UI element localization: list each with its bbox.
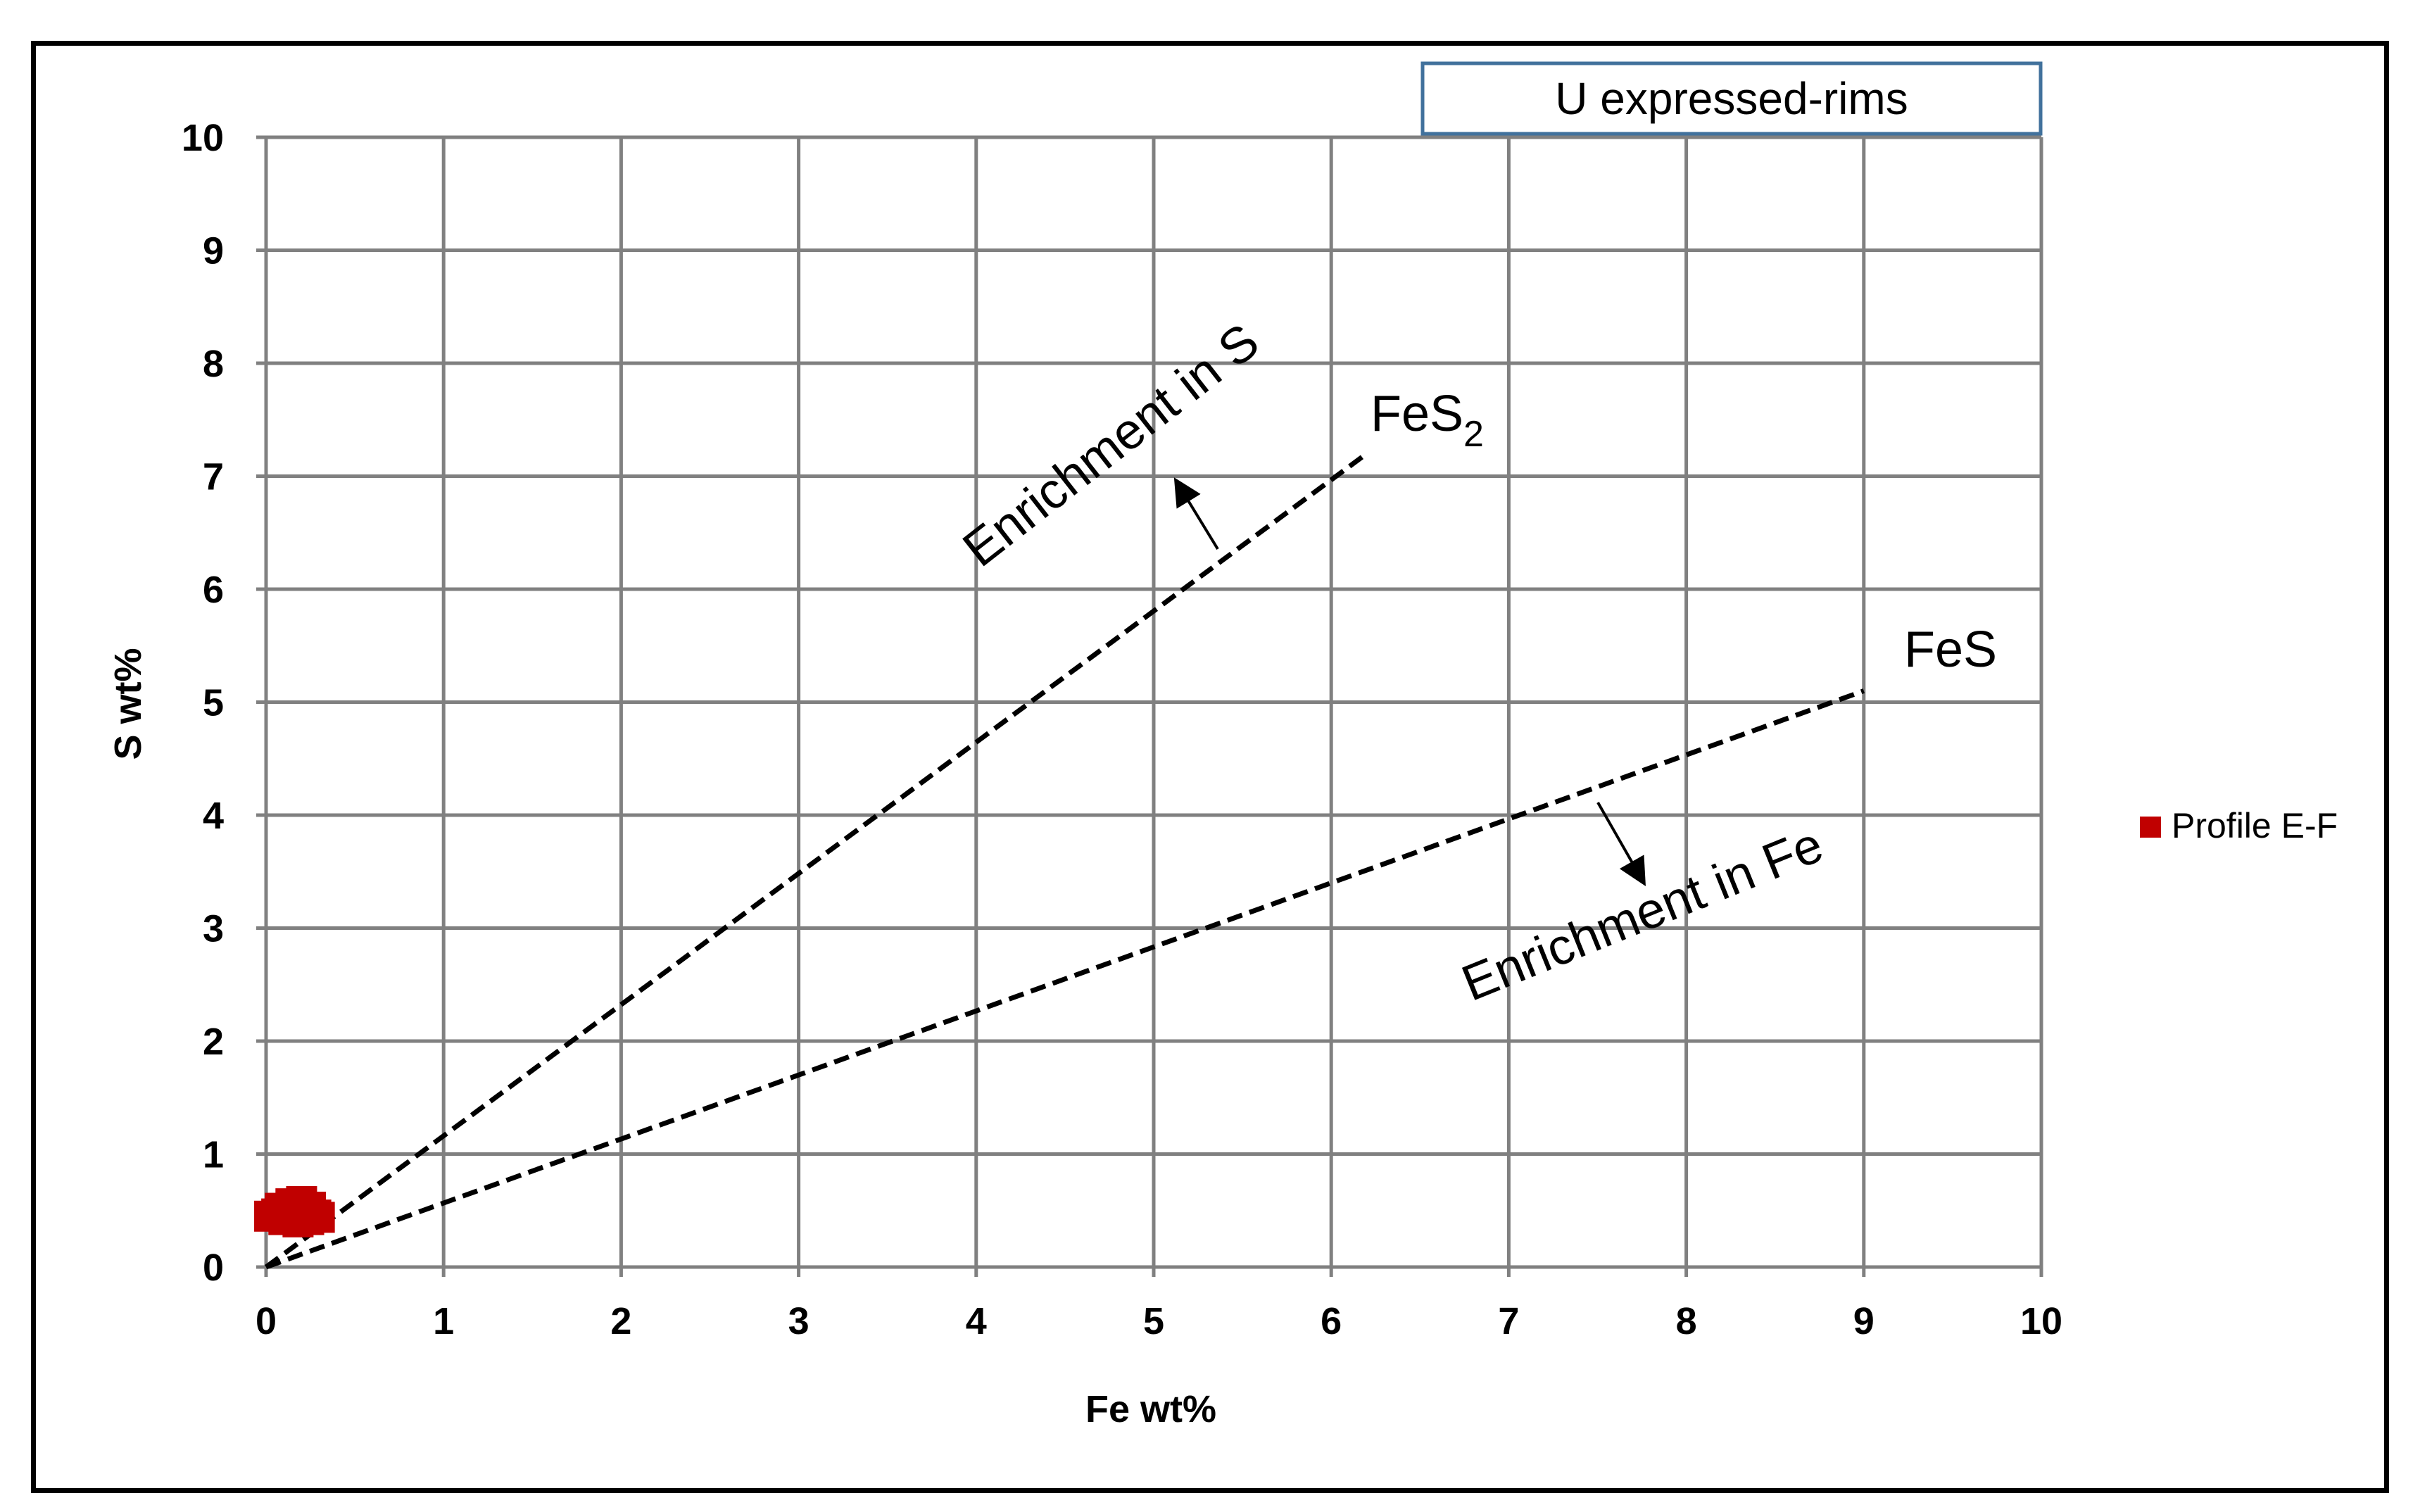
legend-label-profile-ef: Profile E-F — [2172, 806, 2338, 845]
x-tick-label: 10 — [2020, 1300, 2062, 1342]
y-axis-ticks: 0 1 2 3 4 5 6 7 8 9 10 — [182, 117, 224, 1289]
y-tick-label: 1 — [203, 1134, 224, 1176]
enrichment-s-arrow — [1173, 477, 1219, 550]
enrichment-fe-arrow — [1596, 802, 1646, 886]
fes2-label-main: FeS — [1371, 386, 1463, 442]
fes-reference-line — [265, 688, 1865, 1270]
x-axis-label: Fe wt% — [1085, 1388, 1216, 1430]
x-tick-label: 6 — [1321, 1300, 1342, 1342]
y-tick-label: 0 — [203, 1247, 224, 1289]
x-tick-label: 4 — [966, 1300, 987, 1342]
x-tick-label: 9 — [1853, 1300, 1875, 1342]
data-points — [254, 1185, 335, 1237]
fes-label: FeS — [1904, 622, 1997, 678]
title-box — [1420, 61, 2043, 136]
y-tick-label: 2 — [203, 1021, 224, 1063]
grid — [256, 135, 2043, 1277]
y-tick-label: 8 — [203, 343, 224, 385]
x-tick-label: 2 — [610, 1300, 631, 1342]
enrichment-fe-label: Enrichment in Fe — [1454, 817, 1831, 1012]
x-tick-label: 7 — [1498, 1300, 1519, 1342]
y-tick-label: 10 — [182, 117, 224, 159]
x-tick-label: 8 — [1676, 1300, 1697, 1342]
y-tick-label: 5 — [203, 682, 224, 724]
data-point — [303, 1202, 335, 1233]
y-tick-label: 3 — [203, 908, 224, 950]
x-tick-label: 0 — [256, 1300, 277, 1342]
fes2-label-subscript: 2 — [1463, 414, 1484, 455]
enrichment-s-label: Enrichment in S — [953, 313, 1270, 578]
fes2-reference-line — [264, 451, 1368, 1269]
x-tick-label: 1 — [433, 1300, 454, 1342]
y-tick-label: 4 — [203, 795, 224, 837]
x-axis-ticks: 0 1 2 3 4 5 6 7 8 9 10 — [256, 1300, 2062, 1342]
y-tick-label: 7 — [203, 456, 224, 498]
chart-title: U expressed-rims — [1555, 73, 1908, 124]
chart-frame — [31, 41, 2389, 1493]
y-tick-label: 9 — [203, 230, 224, 272]
y-axis-label: S wt% — [107, 648, 149, 760]
reference-lines — [264, 451, 1865, 1270]
y-tick-label: 6 — [203, 569, 224, 611]
x-tick-label: 5 — [1143, 1300, 1164, 1342]
x-tick-label: 3 — [788, 1300, 809, 1342]
fes2-label: FeS2 — [1371, 386, 1484, 455]
legend-marker-profile-ef — [2140, 817, 2161, 838]
